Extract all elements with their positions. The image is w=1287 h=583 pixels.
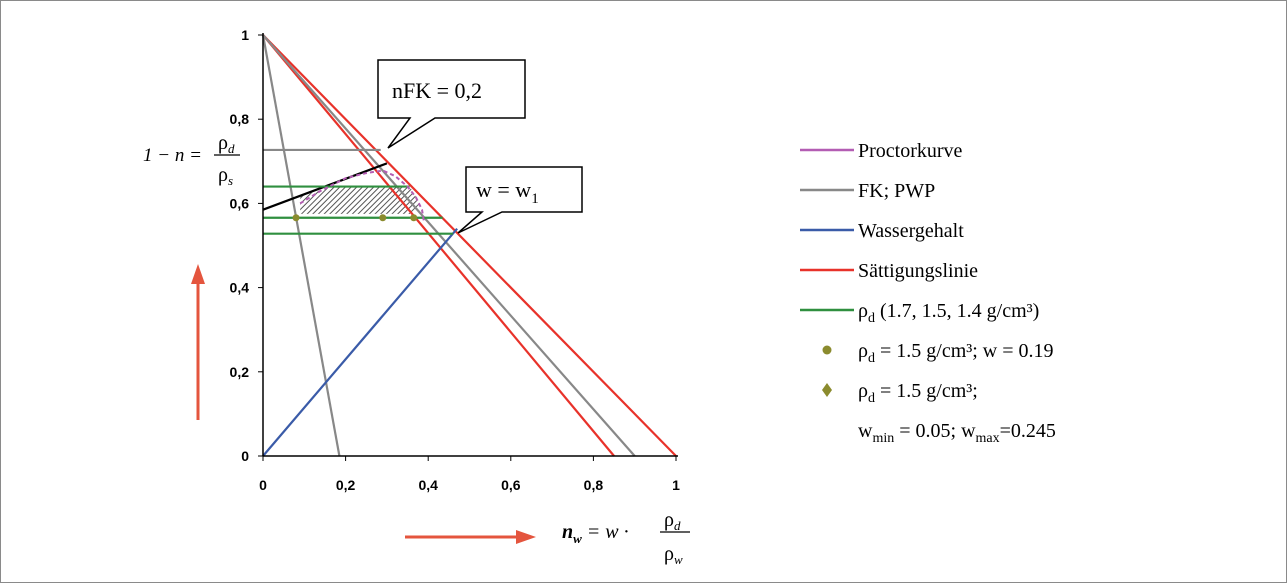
legend-label-symbol: ρ [858,340,868,362]
x-tick-label: 0 [259,477,267,493]
x-tick-label: 0,2 [336,477,356,493]
callout-box-1 [457,166,583,234]
x-formula-lhs-text: n [562,521,573,543]
legend-label-text: Proctorkurve [858,140,963,162]
y-formula-lhs: 1 − n = [143,145,202,166]
legend-label-text: Wassergehalt [858,220,964,242]
legend-label-symbol: ρ [858,300,868,322]
callouts: nFK = 0,2 w = w1 [377,59,583,234]
x-direction-arrow-head [516,530,536,544]
callout-box-0 [377,59,526,149]
axes: 0 0,2 0,4 0,6 0,8 1 0 0,2 0,4 0,6 0,8 1 [230,27,681,493]
y-formula-den-sub: s [228,173,233,188]
legend-label: Wassergehalt [858,220,964,242]
legend-extra-label: wmin = 0.05; wmax=0.245 [858,420,1056,446]
y-formula-num-text: ρ [218,132,228,154]
legend-label: ρd = 1.5 g/cm³; w = 0.19 [858,340,1054,366]
y-tick-label: 0 [241,448,249,464]
plot-area [261,34,677,457]
callout-text-main: nFK = 0,2 [392,78,482,103]
legend-label: ρd (1.7, 1.5, 1.4 g/cm³) [858,300,1039,326]
legend-extra-sub-min: min [872,431,894,446]
legend-label: Sättigungslinie [858,260,978,282]
y-tick-label: 0,8 [230,111,250,127]
x-formula-mid: = w · [582,521,629,543]
legend-label-sub: d [868,351,875,366]
x-tick-label: 1 [672,477,680,493]
legend-label: FK; PWP [858,180,935,202]
x-formula-den-text: ρ [664,543,674,565]
legend-extra-sub-max: max [976,431,1000,446]
callout-label-1: w = w1 [476,177,539,207]
x-formula-num-sub: d [674,518,681,533]
callout-text-main: w = w [476,177,531,202]
legend-swatch-circle [822,345,832,355]
data-point-2 [410,214,418,222]
legend-extra-mid: = 0.05; w [894,420,976,442]
legend-label-sub: d [868,391,875,406]
series-line-fk-pwp-2 [262,34,636,457]
legend-label: ρd = 1.5 g/cm³; [858,380,978,406]
legend-label-symbol: ρ [858,380,868,402]
x-tick-label: 0,8 [584,477,604,493]
x-formula-lhs-sub: w [573,531,582,546]
y-tick-label: 0,6 [230,195,250,211]
legend-label-text: FK; PWP [858,180,935,202]
callout-label-0: nFK = 0,2 [392,78,482,103]
x-formula-den: ρw [664,543,683,567]
callout-text-sub: 1 [531,191,539,207]
legend-label: Proctorkurve [858,140,963,162]
legend-label-text: Sättigungslinie [858,260,978,282]
y-direction-arrow-head [191,264,205,284]
series-line-s-ttigungslinie-1 [262,34,615,457]
series-line-fk-pwp-3 [261,34,341,457]
series-line-wassergehalt-5 [262,227,458,457]
x-formula-lhs: nw = w · [562,521,629,546]
y-formula-den: ρs [218,164,233,188]
legend-label-text: = 1.5 g/cm³; w = 0.19 [875,340,1054,362]
series-line-s-ttigungslinie-0 [262,34,677,457]
legend-extra-tail: =0.245 [1000,420,1056,442]
data-point-0 [292,214,300,222]
x-tick-label: 0,6 [501,477,521,493]
y-formula-den-text: ρ [218,164,228,186]
x-formula-den-sub: w [674,552,683,567]
data-point-1 [379,214,387,222]
series-line-proctorkurve-10 [299,169,426,223]
x-formula-num: ρd [664,509,681,533]
hatched-region [300,186,420,214]
legend-label-text: = 1.5 g/cm³; [875,380,978,402]
y-formula-lhs-text: 1 − n = [143,145,202,166]
legend-label-sub: d [868,311,875,326]
y-tick-label: 0,4 [230,280,250,296]
legend-extra-w: w [858,420,873,442]
y-formula-num: ρd [218,132,235,156]
y-formula-num-sub: d [228,141,235,156]
y-tick-label: 1 [241,27,249,43]
legend-label-text: (1.7, 1.5, 1.4 g/cm³) [875,300,1039,322]
y-tick-label: 0,2 [230,364,250,380]
legend-swatch-diamond [822,383,832,397]
legend: Proctorkurve FK; PWP Wassergehalt Sättigung… [800,140,1056,446]
x-formula-num-text: ρ [664,509,674,531]
x-tick-label: 0,4 [418,477,438,493]
